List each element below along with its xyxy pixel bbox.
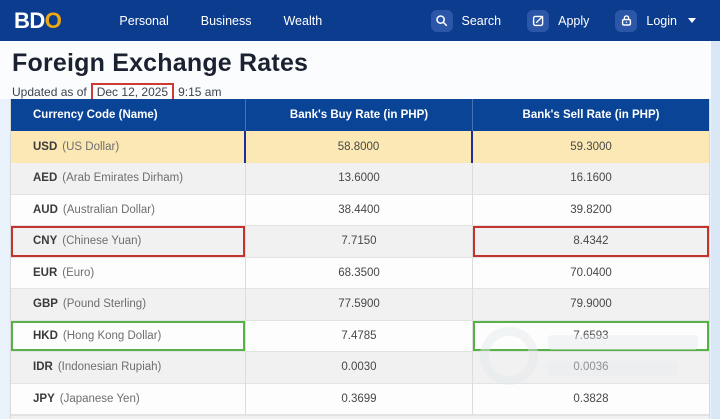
updated-time: 9:15 am: [178, 85, 222, 99]
chevron-down-icon: [688, 18, 696, 23]
currency-code: IDR: [33, 361, 53, 374]
buy-rate-cell: 58.8000: [246, 131, 473, 163]
buy-rate-cell: 13.6000: [246, 163, 473, 195]
table-row: IDR (Indonesian Rupiah) 0.0030 0.0036: [11, 352, 709, 384]
table-header-row: Currency Code (Name) Bank's Buy Rate (in…: [11, 99, 709, 131]
currency-name: (Australian Dollar): [62, 203, 155, 216]
currency-name: (Hong Kong Dollar): [62, 329, 162, 342]
search-button[interactable]: Search: [430, 9, 502, 32]
updated-prefix: Updated as of: [12, 85, 87, 99]
currency-cell: EUR (Euro): [11, 257, 246, 289]
sell-rate-cell: 59.3000: [473, 131, 709, 163]
buy-rate-cell: 7.7150: [246, 226, 473, 258]
currency-code: AUD: [33, 203, 58, 216]
currency-name: (Indonesian Rupiah): [57, 361, 162, 374]
currency-code: AED: [33, 172, 58, 185]
currency-code: CNY: [33, 235, 58, 248]
nav-item-personal[interactable]: Personal: [119, 13, 169, 28]
header-currency: Currency Code (Name): [11, 99, 246, 131]
apply-label: Apply: [558, 13, 590, 28]
currency-cell: HKD (Hong Kong Dollar): [11, 320, 246, 352]
table-section: Currency Code (Name) Bank's Buy Rate (in…: [0, 99, 720, 419]
edit-icon: [527, 9, 550, 32]
table-row: USD (US Dollar) 58.8000 59.3000: [11, 131, 709, 163]
logo-text-o: O: [44, 7, 62, 33]
nav-actions: Search Apply Login: [430, 9, 706, 32]
nav-item-wealth[interactable]: Wealth: [283, 13, 323, 28]
nav-item-business[interactable]: Business: [200, 13, 252, 28]
search-icon: [430, 9, 453, 32]
page-header: Foreign Exchange Rates Updated as of Dec…: [0, 41, 720, 101]
login-label: Login: [646, 13, 677, 28]
header-buy-rate: Bank's Buy Rate (in PHP): [246, 99, 473, 131]
login-button[interactable]: Login: [615, 9, 696, 32]
top-navbar: BDO Personal Business Wealth Search Appl…: [0, 0, 720, 41]
table-row: GBP (Pound Sterling) 77.5900 79.9000: [11, 289, 709, 321]
currency-code: HKD: [33, 329, 58, 342]
logo-text-bd: BD: [14, 7, 45, 33]
currency-code: USD: [33, 141, 58, 153]
currency-cell: GBP (Pound Sterling): [11, 289, 246, 321]
currency-name: (Euro): [62, 266, 95, 279]
buy-rate-cell: 0.3699: [246, 383, 473, 415]
table-row: CNY (Chinese Yuan) 7.7150 8.4342: [11, 226, 709, 258]
currency-cell: AED (Arab Emirates Dirham): [11, 163, 246, 195]
sell-rate-cell: 79.9000: [473, 289, 709, 321]
currency-cell: USD (US Dollar): [11, 131, 246, 163]
sell-rate-cell: 0.0036: [473, 352, 709, 384]
lock-icon: [615, 9, 638, 32]
table-row: HKD (Hong Kong Dollar) 7.4785 7.6593: [11, 320, 709, 352]
currency-name: (Arab Emirates Dirham): [62, 172, 184, 185]
buy-rate-cell: 38.4400: [246, 194, 473, 226]
currency-name: (Pound Sterling): [62, 298, 147, 311]
currency-cell: IDR (Indonesian Rupiah): [11, 352, 246, 384]
sell-rate-cell: 7.6593: [473, 320, 709, 352]
currency-name: (Chinese Yuan): [62, 235, 142, 248]
table-body: USD (US Dollar) 58.8000 59.3000 AED (Arab Emi…: [11, 131, 709, 415]
currency-code: JPY: [33, 392, 55, 405]
buy-rate-cell: 7.4785: [246, 320, 473, 352]
bdo-logo[interactable]: BDO: [14, 7, 62, 33]
sell-rate-cell: 16.1600: [473, 163, 709, 195]
table-row: AUD (Australian Dollar) 38.4400 39.8200: [11, 194, 709, 226]
apply-button[interactable]: Apply: [527, 9, 590, 32]
buy-rate-cell: 0.0030: [246, 352, 473, 384]
partial-next-row: [11, 415, 709, 419]
table-row: AED (Arab Emirates Dirham) 13.6000 16.1600: [11, 163, 709, 195]
currency-code: EUR: [33, 266, 58, 279]
search-label: Search: [461, 13, 502, 28]
sell-rate-cell: 70.0400: [473, 257, 709, 289]
currency-name: (US Dollar): [62, 141, 120, 153]
vertical-scrollbar[interactable]: [711, 41, 720, 419]
fx-rates-table: Currency Code (Name) Bank's Buy Rate (in…: [10, 99, 710, 419]
sell-rate-cell: 39.8200: [473, 194, 709, 226]
nav-menu: Personal Business Wealth: [119, 14, 322, 28]
buy-rate-cell: 68.3500: [246, 257, 473, 289]
currency-cell: AUD (Australian Dollar): [11, 194, 246, 226]
currency-code: GBP: [33, 298, 58, 311]
buy-rate-cell: 77.5900: [246, 289, 473, 321]
header-sell-rate: Bank's Sell Rate (in PHP): [522, 109, 660, 121]
table-row: EUR (Euro) 68.3500 70.0400: [11, 257, 709, 289]
currency-cell: CNY (Chinese Yuan): [11, 226, 246, 258]
currency-cell: JPY (Japanese Yen): [11, 383, 246, 415]
table-row: JPY (Japanese Yen) 0.3699 0.3828: [11, 383, 709, 415]
sell-rate-cell: 8.4342: [473, 226, 709, 258]
sell-rate-cell: 0.3828: [473, 383, 709, 415]
currency-name: (Japanese Yen): [59, 392, 140, 405]
page-title: Foreign Exchange Rates: [12, 49, 309, 77]
